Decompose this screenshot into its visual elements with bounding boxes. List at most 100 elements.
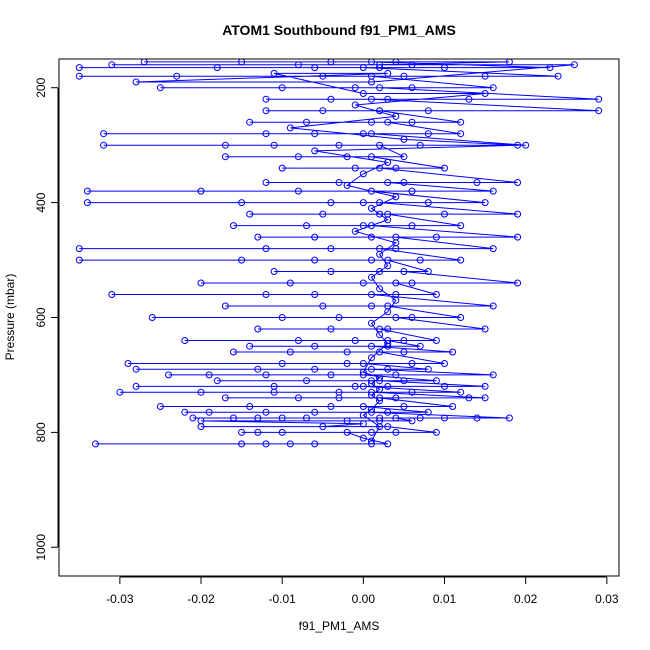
data-point [384,158,392,166]
data-point [376,397,384,405]
data-point [376,414,384,422]
data-point [481,325,489,333]
data-point [294,394,302,402]
data-point [376,348,384,356]
data-point [197,417,205,425]
data-point [408,388,416,396]
data-point [368,377,375,385]
data-point [359,434,367,442]
data-point [376,199,384,207]
data-point [368,233,375,241]
data-point [278,428,286,436]
data-point [116,388,124,396]
data-point [108,291,116,298]
data-point [335,179,343,186]
data-point [432,291,440,298]
data-point [432,428,440,436]
data-point [376,423,384,431]
data-point [424,408,432,416]
data-point [368,408,375,416]
data-point [351,84,359,92]
data-point [221,141,229,149]
data-point [246,342,254,350]
x-tick-label: 0.00 [352,592,376,606]
data-point [343,181,351,189]
data-point [286,279,294,287]
data-point [368,302,375,310]
data-point [262,107,270,115]
data-point [238,199,246,207]
data-point [392,394,400,402]
data-point [262,371,270,379]
data-point [392,193,400,201]
data-point [254,365,262,373]
data-point [303,118,310,126]
data-point [327,403,335,410]
data-point [351,337,359,344]
data-point [278,164,286,172]
data-point [319,107,327,115]
data-point [424,199,432,207]
data-point [311,342,319,350]
data-point [327,59,335,66]
data-point [311,233,319,241]
data-point [473,414,481,422]
data-point [400,268,408,275]
data-point [311,256,319,264]
data-point [489,371,497,379]
data-point [481,90,489,97]
data-point [262,440,270,448]
data-point [514,279,522,287]
x-tick-label: 0.01 [433,592,457,606]
data-point [489,245,497,253]
data-point [351,227,359,235]
data-point [303,377,310,385]
data-point [254,428,262,436]
data-point [359,360,367,367]
data-point [368,365,375,373]
data-point [343,417,351,425]
data-point [270,69,278,77]
data-point [221,394,229,402]
data-point [514,179,522,186]
data-point [197,279,205,287]
data-point [424,107,432,115]
data-point [327,245,335,253]
data-point [189,414,197,422]
data-point [376,285,384,293]
data-point [392,296,400,304]
data-point [327,371,335,379]
data-point [368,428,375,436]
x-axis: -0.03 -0.02 -0.01 0.00 0.01 0.02 0.03 [106,576,619,606]
data-point [376,141,384,149]
data-point [449,403,457,410]
data-point [368,405,375,413]
data-point [181,408,189,416]
y-tick-label: 200 [34,77,48,97]
data-point [376,331,384,339]
x-tick-label: -0.02 [187,592,215,606]
data-point [124,360,132,367]
data-point [368,354,375,362]
data-point [376,377,384,385]
data-point [351,101,359,109]
data-point [294,337,302,344]
data-point [343,428,351,436]
data-point [230,414,237,422]
data-point [319,302,327,310]
data-point [384,216,392,224]
data-point [384,382,392,390]
data-point [311,408,319,416]
data-point [416,256,424,264]
data-point [481,199,489,207]
y-tick-label: 600 [34,307,48,327]
data-point [432,337,440,344]
data-point [197,388,205,396]
data-point [213,377,221,385]
data-point [522,141,530,149]
data-point [514,233,522,241]
data-point [481,394,489,402]
data-point [270,382,278,390]
data-point [368,273,375,281]
